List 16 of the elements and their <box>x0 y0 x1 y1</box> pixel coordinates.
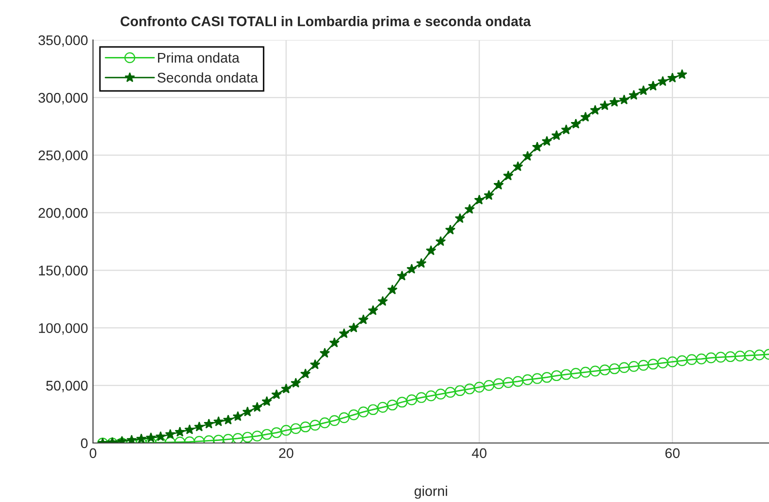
y-tick-label: 350,000 <box>38 35 88 47</box>
legend-label: Seconda ondata <box>158 72 258 83</box>
y-tick-label: 0 <box>80 438 88 448</box>
x-tick-label: 0 <box>90 448 96 458</box>
y-tick-label: 50,000 <box>46 380 88 392</box>
chart-title: Confronto CASI TOTALI in Lombardia prima e seconda ondata <box>120 16 531 29</box>
y-tick-label: 200,000 <box>38 208 88 220</box>
x-axis-title: giorni <box>414 486 448 499</box>
x-tick-label: 20 <box>279 448 294 458</box>
y-tick-label: 250,000 <box>38 150 88 162</box>
x-tick-label: 60 <box>665 448 680 458</box>
x-tick-label: 40 <box>472 448 486 458</box>
y-tick-label: 150,000 <box>39 266 88 278</box>
legend-label: Prima ondata <box>158 52 240 63</box>
y-tick-label: 100,000 <box>39 323 88 335</box>
y-tick-label: 300,000 <box>38 92 88 104</box>
